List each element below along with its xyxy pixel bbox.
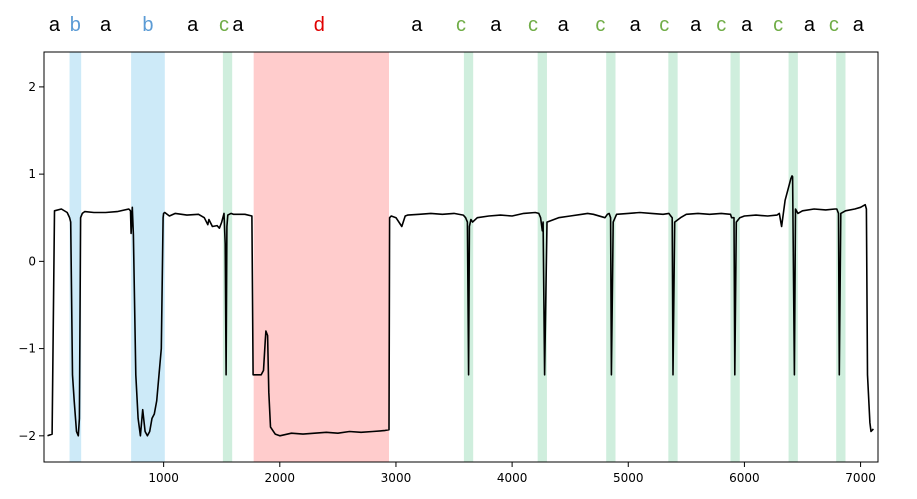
- segment-label-a: a: [853, 14, 865, 36]
- x-tick-label: 4000: [497, 471, 528, 485]
- segment-label-b: b: [70, 14, 81, 36]
- y-tick-label: −1: [18, 342, 36, 356]
- segment-label-a: a: [411, 14, 423, 36]
- segment-label-c: c: [595, 14, 605, 36]
- segment-label-c: c: [716, 14, 726, 36]
- x-tick-label: 5000: [613, 471, 644, 485]
- segment-label-a: a: [100, 14, 112, 36]
- x-tick-label: 2000: [265, 471, 296, 485]
- segment-label-a: a: [490, 14, 502, 36]
- y-tick-label: −2: [18, 429, 36, 443]
- x-tick-label: 7000: [845, 471, 876, 485]
- band-c: [730, 52, 740, 462]
- segment-label-a: a: [558, 14, 570, 36]
- band-b: [69, 52, 82, 462]
- segment-label-c: c: [829, 14, 839, 36]
- segment-label-c: c: [528, 14, 538, 36]
- segment-label-c: c: [456, 14, 466, 36]
- segment-label-a: a: [804, 14, 816, 36]
- segment-label-a: a: [690, 14, 702, 36]
- highlight-bands: [69, 52, 846, 462]
- band-c: [537, 52, 547, 462]
- segment-label-a: a: [630, 14, 642, 36]
- x-tick-label: 6000: [729, 471, 760, 485]
- y-axis: 2 1 0 −1 −2: [18, 80, 44, 443]
- segment-label-a: a: [232, 14, 244, 36]
- band-d: [253, 52, 389, 462]
- segment-label-b: b: [142, 14, 153, 36]
- x-axis: 1000 2000 3000 4000 5000 6000 7000: [148, 462, 876, 485]
- band-b: [131, 52, 165, 462]
- x-tick-label: 1000: [148, 471, 179, 485]
- segment-label-c: c: [773, 14, 783, 36]
- segment-label-a: a: [741, 14, 753, 36]
- signal-line-group: [47, 175, 874, 437]
- x-tick-label: 3000: [381, 471, 412, 485]
- y-tick-label: 1: [28, 167, 36, 181]
- segment-label-d: d: [314, 14, 325, 36]
- segment-label-c: c: [219, 14, 229, 36]
- segment-label-c: c: [659, 14, 669, 36]
- segment-label-a: a: [49, 14, 61, 36]
- plot-frame: [43, 51, 879, 463]
- segment-label-a: a: [187, 14, 199, 36]
- signal-line: [47, 175, 874, 437]
- y-tick-label: 2: [28, 80, 36, 94]
- y-tick-label: 0: [28, 254, 36, 268]
